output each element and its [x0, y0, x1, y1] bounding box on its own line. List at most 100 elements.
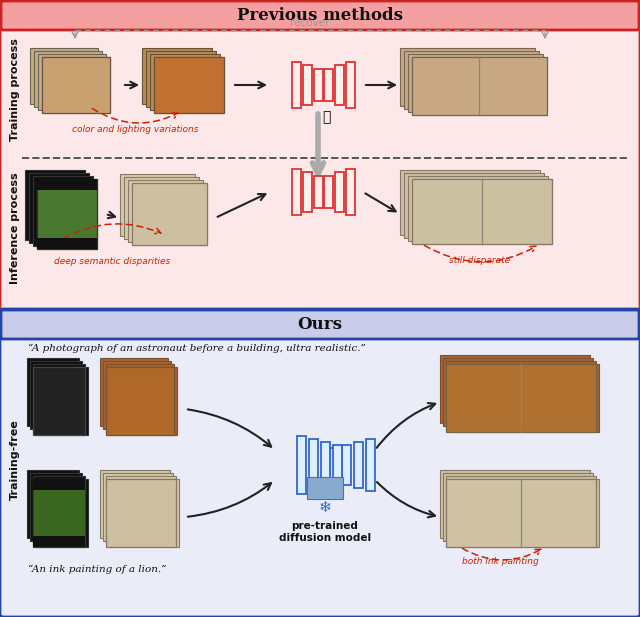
Text: both ink painting: both ink painting [461, 557, 538, 566]
FancyBboxPatch shape [106, 479, 176, 547]
FancyBboxPatch shape [37, 179, 97, 249]
FancyBboxPatch shape [38, 54, 106, 110]
FancyBboxPatch shape [128, 180, 203, 242]
FancyBboxPatch shape [303, 172, 312, 212]
FancyBboxPatch shape [408, 54, 543, 112]
FancyBboxPatch shape [400, 48, 535, 106]
FancyBboxPatch shape [33, 367, 85, 435]
FancyBboxPatch shape [296, 436, 305, 494]
FancyBboxPatch shape [291, 62, 301, 108]
FancyBboxPatch shape [30, 473, 82, 541]
FancyBboxPatch shape [30, 361, 82, 429]
FancyBboxPatch shape [103, 361, 171, 429]
FancyBboxPatch shape [365, 439, 374, 491]
FancyBboxPatch shape [150, 54, 220, 110]
FancyBboxPatch shape [446, 361, 596, 429]
FancyBboxPatch shape [27, 470, 79, 538]
Text: 🔥: 🔥 [322, 110, 330, 124]
FancyBboxPatch shape [42, 57, 110, 113]
FancyBboxPatch shape [1, 1, 639, 30]
FancyBboxPatch shape [291, 169, 301, 215]
FancyBboxPatch shape [109, 479, 179, 547]
FancyBboxPatch shape [449, 479, 599, 547]
FancyBboxPatch shape [335, 172, 344, 212]
FancyBboxPatch shape [100, 358, 168, 426]
FancyBboxPatch shape [404, 173, 544, 238]
FancyBboxPatch shape [132, 183, 207, 245]
FancyBboxPatch shape [33, 364, 85, 432]
FancyBboxPatch shape [443, 473, 593, 541]
FancyBboxPatch shape [33, 176, 93, 246]
FancyBboxPatch shape [408, 176, 548, 241]
FancyBboxPatch shape [27, 358, 79, 426]
FancyBboxPatch shape [37, 238, 97, 249]
FancyBboxPatch shape [440, 355, 590, 423]
FancyBboxPatch shape [34, 51, 102, 107]
FancyBboxPatch shape [36, 367, 88, 435]
FancyBboxPatch shape [142, 48, 212, 104]
FancyBboxPatch shape [29, 173, 89, 243]
FancyBboxPatch shape [346, 62, 355, 108]
FancyBboxPatch shape [353, 442, 362, 488]
FancyBboxPatch shape [412, 179, 552, 244]
FancyBboxPatch shape [37, 179, 97, 249]
FancyBboxPatch shape [307, 477, 343, 499]
Text: ❄: ❄ [319, 500, 332, 515]
FancyBboxPatch shape [335, 65, 344, 104]
FancyBboxPatch shape [440, 470, 590, 538]
FancyBboxPatch shape [446, 479, 596, 547]
Text: pre-trained
diffusion model: pre-trained diffusion model [279, 521, 371, 542]
FancyBboxPatch shape [321, 442, 330, 488]
FancyBboxPatch shape [36, 479, 88, 547]
FancyBboxPatch shape [314, 176, 323, 208]
FancyBboxPatch shape [0, 309, 640, 617]
FancyBboxPatch shape [412, 179, 552, 244]
FancyBboxPatch shape [33, 479, 85, 490]
FancyBboxPatch shape [412, 57, 547, 115]
Text: Ours: Ours [298, 316, 342, 333]
FancyBboxPatch shape [106, 364, 174, 432]
Text: Inference process: Inference process [10, 172, 20, 284]
FancyBboxPatch shape [100, 470, 170, 538]
FancyBboxPatch shape [308, 439, 317, 491]
FancyBboxPatch shape [124, 177, 199, 239]
Text: “A photograph of an astronaut before a building, ultra realistic.”: “A photograph of an astronaut before a b… [28, 344, 365, 354]
Text: color and lighting variations: color and lighting variations [72, 125, 198, 134]
Text: deep semantic disparities: deep semantic disparities [54, 257, 170, 266]
FancyBboxPatch shape [404, 51, 539, 109]
FancyBboxPatch shape [106, 367, 174, 435]
FancyBboxPatch shape [412, 57, 547, 115]
Text: recover: recover [291, 18, 330, 28]
Text: Training process: Training process [10, 38, 20, 141]
FancyBboxPatch shape [1, 310, 639, 339]
FancyBboxPatch shape [109, 367, 177, 435]
FancyBboxPatch shape [33, 476, 85, 544]
FancyBboxPatch shape [446, 476, 596, 544]
FancyBboxPatch shape [42, 57, 110, 113]
Text: Previous methods: Previous methods [237, 7, 403, 24]
FancyBboxPatch shape [30, 48, 98, 104]
FancyBboxPatch shape [33, 479, 85, 547]
FancyBboxPatch shape [323, 176, 333, 208]
FancyBboxPatch shape [0, 0, 640, 313]
FancyBboxPatch shape [33, 536, 85, 547]
Text: “An ink painting of a lion.”: “An ink painting of a lion.” [28, 565, 166, 574]
FancyBboxPatch shape [330, 447, 339, 482]
FancyBboxPatch shape [449, 364, 599, 432]
FancyBboxPatch shape [132, 183, 207, 245]
Text: still disparate: still disparate [449, 256, 511, 265]
FancyBboxPatch shape [303, 65, 312, 104]
FancyBboxPatch shape [106, 476, 176, 544]
FancyBboxPatch shape [446, 364, 596, 432]
FancyBboxPatch shape [103, 473, 173, 541]
FancyBboxPatch shape [146, 51, 216, 107]
FancyBboxPatch shape [443, 358, 593, 426]
FancyBboxPatch shape [323, 69, 333, 101]
FancyBboxPatch shape [154, 57, 224, 113]
FancyBboxPatch shape [120, 174, 195, 236]
FancyBboxPatch shape [25, 170, 85, 240]
FancyBboxPatch shape [333, 445, 342, 486]
FancyBboxPatch shape [314, 69, 323, 101]
FancyBboxPatch shape [346, 169, 355, 215]
FancyBboxPatch shape [342, 445, 351, 486]
